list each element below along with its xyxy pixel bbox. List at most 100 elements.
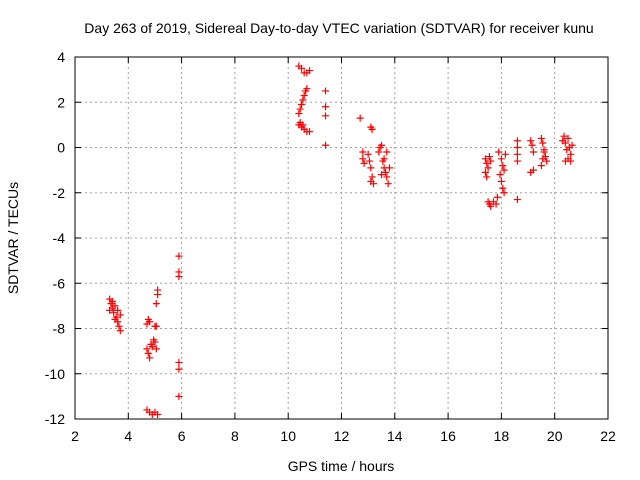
data-point: [385, 164, 393, 172]
data-point: [493, 193, 501, 201]
data-point: [483, 159, 491, 167]
data-point: [144, 349, 152, 357]
chart-title: Day 263 of 2019, Sidereal Day-to-day VTE…: [84, 20, 593, 36]
data-point: [528, 141, 536, 149]
data-point: [529, 166, 537, 174]
data-point: [151, 338, 159, 346]
data-point: [492, 200, 500, 208]
data-point: [560, 132, 568, 140]
y-tick-label: -2: [53, 185, 66, 201]
data-point: [377, 171, 385, 179]
data-point: [116, 327, 124, 335]
y-tick-label: -12: [45, 411, 65, 427]
y-tick-label: -10: [45, 366, 65, 382]
data-point: [175, 365, 183, 373]
y-tick-label: 2: [57, 94, 65, 110]
data-point: [497, 155, 505, 163]
data-point: [513, 157, 521, 165]
data-point: [384, 180, 392, 188]
data-point: [111, 315, 119, 323]
data-point: [376, 144, 384, 151]
data-point: [368, 173, 376, 181]
data-point: [369, 180, 377, 188]
data-point: [152, 322, 160, 330]
data-point: [499, 162, 507, 170]
data-point: [154, 286, 162, 294]
x-tick-label: 18: [494, 428, 510, 444]
data-point: [539, 139, 547, 147]
data-point: [367, 164, 375, 172]
data-point: [529, 148, 537, 156]
data-point: [356, 114, 364, 122]
data-point: [322, 87, 330, 95]
data-point: [359, 155, 367, 163]
data-point: [485, 153, 493, 161]
data-point: [375, 148, 383, 156]
data-point: [298, 101, 306, 109]
y-axis-label: SDTVAR / TECUs: [5, 182, 21, 294]
data-point: [295, 110, 303, 118]
data-point: [116, 311, 124, 319]
data-point: [146, 318, 154, 326]
y-tick-label: -6: [53, 275, 66, 291]
x-tick-label: 6: [178, 428, 186, 444]
data-point: [154, 410, 162, 418]
data-point: [483, 173, 491, 181]
y-tick-label: 0: [57, 140, 65, 156]
data-point: [501, 150, 509, 158]
data-point: [175, 392, 183, 400]
data-point: [108, 297, 116, 305]
x-tick-label: 14: [387, 428, 403, 444]
data-point: [152, 345, 160, 353]
data-point: [383, 148, 391, 156]
x-tick-label: 22: [600, 428, 616, 444]
data-point: [561, 139, 569, 147]
data-point: [495, 148, 503, 156]
data-point: [175, 272, 183, 280]
data-point: [539, 155, 547, 163]
data-point: [359, 148, 367, 156]
data-point: [368, 125, 376, 133]
x-axis-label: GPS time / hours: [288, 458, 395, 474]
y-tick-label: -8: [53, 321, 66, 337]
data-point: [513, 144, 521, 151]
data-point: [527, 137, 535, 145]
data-point: [365, 157, 373, 165]
data-point: [115, 322, 123, 330]
data-point: [537, 134, 545, 142]
data-point: [537, 162, 545, 170]
data-point: [322, 103, 330, 111]
data-point: [306, 67, 314, 75]
x-tick-label: 2: [71, 428, 79, 444]
data-point: [296, 105, 304, 113]
data-point: [513, 196, 521, 204]
data-point: [298, 64, 306, 72]
data-point: [110, 309, 118, 317]
data-point: [487, 202, 495, 210]
x-tick-label: 10: [280, 428, 296, 444]
data-point: [152, 300, 160, 308]
data-point: [543, 157, 551, 165]
y-tick-label: -4: [53, 230, 66, 246]
data-point: [322, 112, 330, 120]
grid: [75, 57, 608, 419]
data-point: [148, 343, 156, 351]
data-point: [146, 354, 154, 362]
data-point: [500, 189, 508, 197]
data-point: [143, 345, 151, 353]
data-point: [300, 91, 308, 99]
data-point: [175, 358, 183, 366]
data-point: [484, 164, 492, 172]
data-points: [106, 62, 576, 418]
data-point: [564, 134, 572, 142]
x-tick-label: 16: [440, 428, 456, 444]
data-point: [567, 157, 575, 165]
data-point: [513, 137, 521, 145]
data-point: [567, 150, 575, 158]
data-point: [381, 168, 389, 176]
data-point: [360, 159, 368, 167]
data-point: [380, 155, 388, 163]
data-point: [175, 252, 183, 260]
